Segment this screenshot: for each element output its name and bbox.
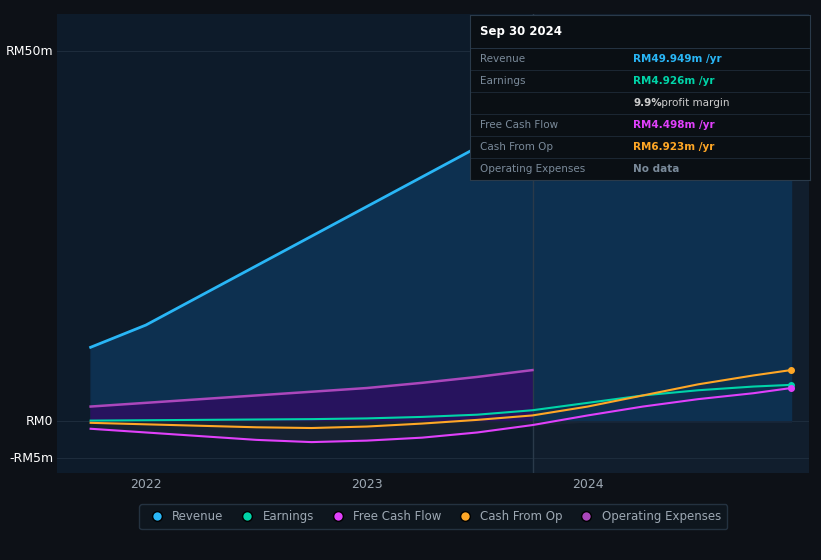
Text: RM4.926m /yr: RM4.926m /yr [633,76,714,86]
Text: -RM5m: -RM5m [10,452,53,465]
Legend: Revenue, Earnings, Free Cash Flow, Cash From Op, Operating Expenses: Revenue, Earnings, Free Cash Flow, Cash … [140,505,727,529]
Text: Earnings: Earnings [479,76,525,86]
Text: RM50m: RM50m [6,45,53,58]
Bar [533,14,809,473]
Text: RM49.949m /yr: RM49.949m /yr [633,54,722,64]
Text: Operating Expenses: Operating Expenses [479,164,585,174]
Text: RM6.923m /yr: RM6.923m /yr [633,142,714,152]
Text: Free Cash Flow: Free Cash Flow [479,120,558,130]
Text: No data: No data [633,164,680,174]
Bar [57,14,533,473]
Text: Sep 30 2024: Sep 30 2024 [479,25,562,38]
Text: Revenue: Revenue [479,54,525,64]
Text: profit margin: profit margin [658,98,729,108]
Text: 9.9%: 9.9% [633,98,662,108]
Text: RM0: RM0 [26,415,53,428]
Text: RM4.498m /yr: RM4.498m /yr [633,120,715,130]
Text: Cash From Op: Cash From Op [479,142,553,152]
